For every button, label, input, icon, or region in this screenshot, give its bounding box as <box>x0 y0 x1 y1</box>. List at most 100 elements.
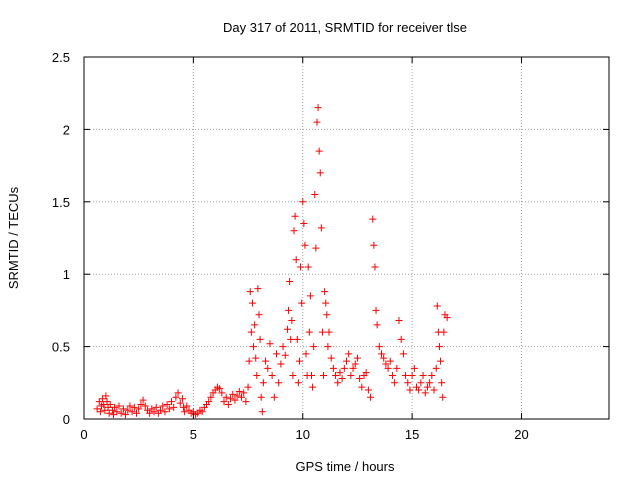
data-point <box>287 335 295 343</box>
data-point <box>332 372 340 380</box>
data-point <box>258 408 266 416</box>
data-points <box>93 104 451 419</box>
data-point <box>334 379 342 387</box>
data-point <box>321 288 329 296</box>
data-point <box>327 354 335 362</box>
data-point <box>93 405 101 413</box>
data-point <box>372 306 380 314</box>
y-tick-label: 2 <box>63 122 70 137</box>
data-point <box>152 403 160 411</box>
data-point <box>397 335 405 343</box>
data-point <box>417 379 425 387</box>
data-point <box>305 328 313 336</box>
data-point <box>163 401 171 409</box>
data-point <box>406 386 414 394</box>
data-point <box>288 317 296 325</box>
data-point <box>247 328 255 336</box>
data-point <box>286 277 294 285</box>
y-tick-label: 0 <box>63 412 70 427</box>
data-point <box>135 405 143 413</box>
plot-frame <box>83 56 610 420</box>
x-tick-label: 15 <box>405 427 419 442</box>
data-point <box>301 241 309 249</box>
y-tick-label: 1.5 <box>52 195 70 210</box>
x-tick-label: 10 <box>296 427 310 442</box>
data-point <box>317 224 325 232</box>
data-point <box>408 372 416 380</box>
data-point <box>291 212 299 220</box>
data-point <box>218 389 226 397</box>
data-point <box>300 220 308 228</box>
data-point <box>404 379 412 387</box>
data-point <box>170 403 178 411</box>
data-point <box>281 351 289 359</box>
data-point <box>139 396 147 404</box>
data-point <box>298 299 306 307</box>
data-point <box>294 379 302 387</box>
data-point <box>428 372 436 380</box>
data-point <box>399 350 407 358</box>
data-point <box>233 392 241 400</box>
y-axis-label: SRMTID / TECUs <box>6 186 21 289</box>
data-point <box>371 263 379 271</box>
data-point <box>384 364 392 372</box>
data-point <box>320 372 328 380</box>
data-point <box>415 386 423 394</box>
data-point <box>380 354 388 362</box>
x-tick-label: 5 <box>190 427 197 442</box>
data-point <box>251 321 259 329</box>
data-point <box>329 364 337 372</box>
data-point <box>315 147 323 155</box>
data-point <box>257 393 265 401</box>
data-point <box>168 398 175 406</box>
data-point <box>229 390 237 398</box>
grid <box>84 57 609 419</box>
data-point <box>369 215 377 223</box>
data-point <box>128 408 136 416</box>
data-point <box>100 401 108 409</box>
data-point <box>222 393 230 401</box>
chart-title: Day 317 of 2011, SRMTID for receiver tls… <box>223 20 467 35</box>
data-point <box>388 372 396 380</box>
data-point <box>174 389 182 397</box>
data-point <box>270 393 278 401</box>
data-point <box>378 350 385 358</box>
data-point <box>198 408 206 416</box>
data-point <box>246 288 254 296</box>
y-tick-label: 2.5 <box>52 50 70 65</box>
data-point <box>165 405 173 413</box>
data-point <box>435 343 443 351</box>
data-point <box>279 343 287 351</box>
data-point <box>304 263 312 271</box>
data-point <box>254 285 262 293</box>
data-point <box>353 354 361 362</box>
data-point <box>289 372 297 380</box>
data-point <box>244 383 252 391</box>
data-point <box>419 372 427 380</box>
data-point <box>423 383 431 391</box>
data-point <box>115 402 123 410</box>
data-point <box>130 403 138 411</box>
data-point <box>124 406 132 414</box>
data-point <box>256 335 264 343</box>
data-point <box>324 343 332 351</box>
data-point <box>351 360 359 368</box>
data-point <box>245 357 253 365</box>
data-point <box>426 379 434 387</box>
data-point <box>312 244 320 252</box>
data-point <box>322 299 330 307</box>
data-point <box>358 383 366 391</box>
data-point <box>102 392 110 400</box>
data-point <box>306 292 314 300</box>
data-point <box>122 411 130 419</box>
data-point <box>106 401 114 409</box>
data-point <box>141 402 149 410</box>
data-point <box>227 395 235 403</box>
data-point <box>393 364 401 372</box>
data-point <box>117 409 125 417</box>
data-point <box>293 335 301 343</box>
data-point <box>395 317 403 325</box>
data-point <box>113 408 121 416</box>
data-point <box>99 395 107 403</box>
